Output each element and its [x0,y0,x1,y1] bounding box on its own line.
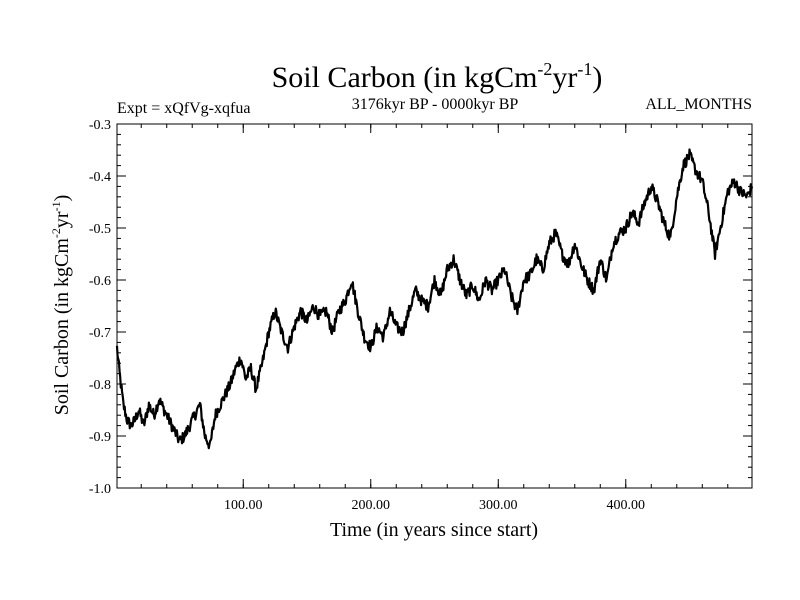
chart-title-main: Soil Carbon (in kgCm [272,61,538,94]
y-axis-label-sup1: -2 [49,228,63,238]
x-tick-label: 300.00 [479,498,518,513]
y-axis: -1.0 -0.9 -0.8 -0.7 -0.6 -0.5 -0.4 -0.3 [89,118,752,497]
y-tick-label: -0.6 [89,274,111,289]
y-axis-label: Soil Carbon (in kgCm-2yr-1) [49,195,73,416]
chart-title-sup2: -1 [577,59,592,79]
y-tick-label: -1.0 [89,482,111,497]
x-axis: 100.00 200.00 300.00 400.00 [140,124,729,513]
x-axis-label: Time (in years since start) [330,519,538,541]
plot-frame [116,123,753,489]
chart-title-end: ) [592,61,602,94]
chart-title-sup1: -2 [537,59,552,79]
y-axis-label-mid: yr [51,211,73,228]
y-tick-label: -0.9 [89,430,111,445]
x-tick-label: 400.00 [607,498,646,513]
chart-title: Soil Carbon (in kgCm-2yr-1) [272,59,603,94]
series-line-soil-carbon [115,148,754,450]
chart-title-mid: yr [552,61,577,94]
subtitle-right: ALL_MONTHS [645,96,752,113]
y-tick-label: -0.3 [89,118,111,133]
y-tick-label: -0.4 [89,170,111,185]
subtitle-left: Expt = xQfVg-xqfua [117,100,250,117]
subtitle-center: 3176kyr BP - 0000kyr BP [352,96,519,113]
y-axis-label-main: Soil Carbon (in kgCm [51,238,73,416]
y-tick-label: -0.8 [89,378,111,393]
x-tick-label: 200.00 [351,498,390,513]
x-tick-label: 100.00 [224,498,263,513]
y-tick-label: -0.7 [89,326,111,341]
y-axis-label-end: ) [51,195,73,202]
y-tick-label: -0.5 [89,222,111,237]
y-axis-label-sup2: -1 [49,201,63,211]
